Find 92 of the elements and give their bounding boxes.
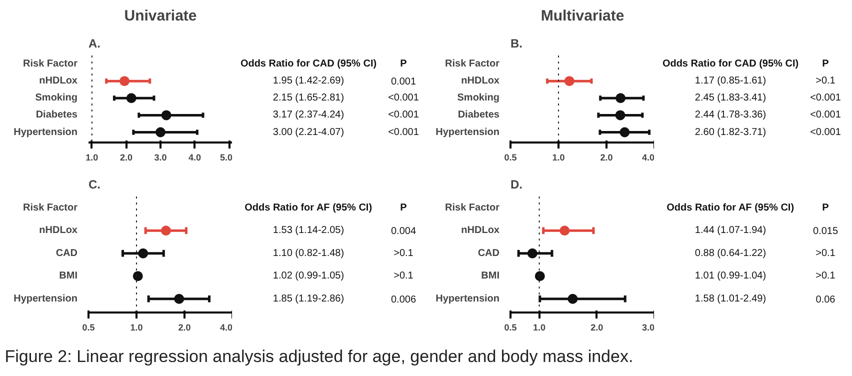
text: P: [400, 58, 408, 70]
y-tick-label: nHDLox: [461, 76, 500, 87]
text: <0.001: [388, 110, 420, 121]
y-axis-title: Risk Factor: [23, 202, 78, 214]
x-tick-label: 0.5: [82, 322, 95, 332]
data-label: 3.00 (2.21-4.07): [272, 126, 344, 138]
text: >0.1: [816, 76, 836, 87]
x-tick-label: 4.0: [642, 152, 655, 162]
y-tick-label: Hypertension: [14, 126, 78, 138]
x-axis-title: Odds Ratio for AF (95% CI): [666, 202, 794, 214]
chart-subtitle: D.: [510, 178, 522, 192]
point: [161, 110, 172, 120]
data-label: 1.44 (1.07-1.94): [694, 225, 766, 236]
data-label: 1.10 (0.82-1.48): [272, 248, 344, 259]
x-tick-label: 0.5: [504, 322, 517, 332]
y-tick-label: BMI: [59, 270, 78, 282]
text: 0.06: [816, 294, 836, 306]
text: 0.006: [390, 294, 416, 306]
text: >0.1: [394, 248, 414, 259]
text: P: [400, 202, 408, 214]
text: >0.1: [816, 270, 836, 282]
text: <0.001: [388, 126, 420, 138]
chart-subtitle: C.: [88, 178, 100, 192]
y-axis-title: Risk Factor: [445, 58, 500, 70]
y-tick-label: Diabetes: [36, 110, 78, 121]
text: <0.001: [810, 92, 842, 104]
text: <0.001: [388, 92, 420, 104]
data-label: 1.58 (1.01-2.49): [694, 293, 766, 304]
x-tick-label: 1.0: [130, 322, 143, 332]
data-label: 0.88 (0.64-1.22): [694, 248, 766, 259]
y-tick-label: Diabetes: [458, 110, 500, 121]
point: [568, 294, 578, 304]
text: <0.001: [810, 110, 842, 121]
point: [126, 93, 136, 104]
x-tick-label: 3.0: [642, 322, 655, 332]
x-tick-label: 0.5: [504, 152, 517, 162]
text: <0.001: [810, 126, 842, 138]
y-tick-label: Hypertension: [436, 293, 500, 304]
data-label: 1.95 (1.42-2.69): [272, 76, 344, 87]
data-label: 2.44 (1.78-3.36): [694, 110, 766, 121]
text: 0.015: [812, 226, 838, 238]
y-tick-label: Hypertension: [436, 126, 500, 138]
chart-subtitle: B.: [510, 36, 522, 50]
y-tick-label: CAD: [478, 248, 500, 259]
chart-subtitle: A.: [88, 36, 100, 50]
y-tick-label: CAD: [56, 248, 78, 259]
point: [120, 76, 130, 86]
point: [156, 127, 166, 138]
x-tick-label: 2.0: [590, 322, 604, 332]
x-axis-title: Odds Ratio for CAD (95% CI): [662, 58, 799, 70]
y-tick-label: BMI: [481, 270, 500, 282]
x-tick-label: 1.0: [533, 322, 546, 332]
point: [534, 271, 545, 282]
y-tick-label: nHDLox: [39, 225, 78, 236]
x-tick-label: 1.0: [552, 152, 565, 162]
data-label: 1.02 (0.99-1.05): [272, 270, 344, 282]
text: 0.004: [390, 226, 416, 238]
data-label: 1.85 (1.19-2.86): [272, 293, 344, 304]
point: [560, 226, 570, 236]
x-tick-label: 2.0: [178, 322, 191, 332]
caption: Figure 2: Linear regression analysis adjusted for age, gender and body mass index.: [4, 347, 634, 366]
x-tick-label: 2.0: [120, 152, 132, 162]
y-tick-label: nHDLox: [39, 76, 78, 87]
data-label: 3.17 (2.37-4.24): [272, 110, 344, 121]
data-label: 1.01 (0.99-1.04): [694, 270, 766, 282]
x-tick-label: 4.0: [220, 322, 233, 332]
data-label: 2.45 (1.83-3.41): [694, 92, 766, 104]
data-label: 1.53 (1.14-2.05): [272, 225, 344, 236]
point: [527, 248, 538, 258]
text: >0.1: [816, 248, 836, 259]
x-tick-label: 1.0: [86, 152, 98, 162]
x-tick-label: 5.0: [220, 152, 233, 162]
x-axis-title: Odds Ratio for AF (95% CI): [244, 202, 372, 214]
x-axis-title: Odds Ratio for CAD (95% CI): [240, 58, 377, 70]
chart-title: Univariate: [124, 8, 197, 24]
x-tick-label: 2.0: [600, 152, 613, 162]
chart-title: Multivariate: [540, 8, 624, 24]
data-label: 2.15 (1.65-2.81): [272, 92, 344, 104]
y-axis-title: Risk Factor: [23, 58, 78, 70]
y-tick-label: Hypertension: [14, 293, 78, 304]
x-tick-label: 4.0: [188, 152, 202, 162]
data-label: 1.17 (0.85-1.61): [694, 76, 766, 87]
text: >0.1: [394, 270, 414, 282]
y-axis-title: Risk Factor: [445, 202, 500, 214]
y-tick-label: Smoking: [457, 92, 500, 104]
text: P: [822, 202, 830, 214]
text: P: [822, 58, 830, 70]
data-label: 2.60 (1.82-3.71): [694, 126, 766, 138]
text: 0.001: [390, 76, 416, 88]
x-tick-label: 3.0: [154, 152, 167, 162]
y-tick-label: nHDLox: [461, 225, 500, 236]
y-tick-label: Smoking: [35, 92, 78, 104]
